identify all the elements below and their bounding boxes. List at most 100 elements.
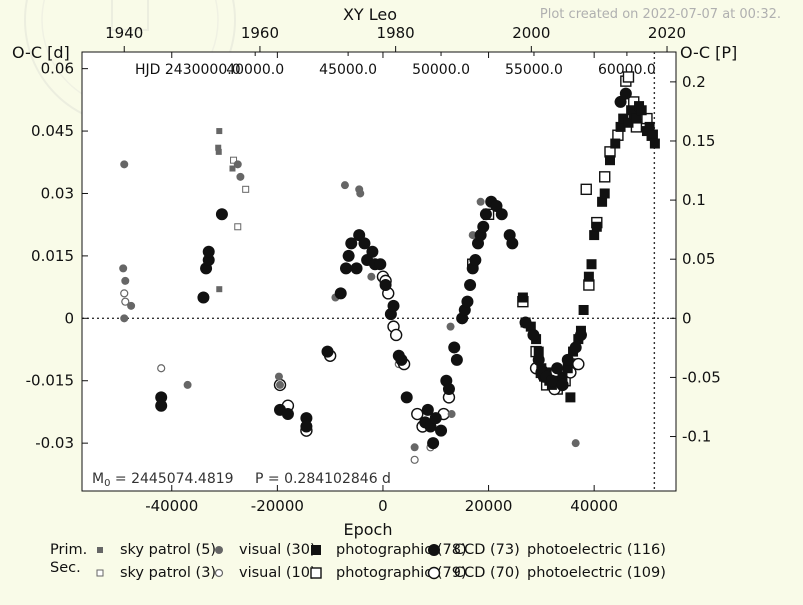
x-tick-label: 0	[378, 497, 388, 515]
y2-tick-label: -0.05	[682, 368, 721, 386]
data-point	[622, 71, 635, 83]
data-point	[556, 378, 569, 391]
data-point	[532, 353, 545, 366]
hjd-tick-label: 40000.0	[226, 62, 284, 78]
legend-item-sec: sky patrol (3)	[120, 565, 216, 581]
data-point	[610, 138, 621, 149]
year-tick-label: 1960	[241, 24, 279, 42]
data-point	[450, 353, 463, 366]
data-point	[350, 262, 363, 275]
footnote: M0 = 2445074.4819 P = 0.284102846 d	[92, 471, 391, 489]
data-point	[183, 380, 192, 389]
legend-item-prim: visual (30)	[239, 542, 316, 558]
data-point	[410, 455, 419, 464]
data-point	[340, 262, 352, 275]
data-point	[202, 254, 215, 267]
hjd-tick-label: 45000.0	[319, 62, 377, 78]
data-point	[410, 443, 419, 452]
data-point	[366, 245, 379, 258]
data-point	[525, 321, 536, 332]
data-point	[233, 160, 242, 169]
data-point	[519, 316, 532, 329]
data-point	[234, 223, 242, 231]
data-point	[242, 185, 250, 193]
series-sky-patrol-primary	[215, 128, 236, 293]
data-point	[586, 259, 597, 270]
data-point	[476, 197, 485, 206]
data-point	[411, 407, 424, 421]
legend-item-prim: CCD (73)	[454, 542, 520, 558]
x-tick-label: -20000	[251, 497, 304, 515]
data-point	[119, 264, 128, 273]
data-point	[121, 276, 130, 285]
y-axis-left-label: O-C [d]	[12, 43, 70, 62]
data-point	[435, 424, 448, 437]
data-point	[644, 121, 655, 132]
data-point	[120, 160, 129, 169]
data-point	[345, 237, 358, 250]
data-point	[464, 279, 477, 292]
data-point	[591, 221, 602, 232]
data-point	[120, 289, 129, 298]
hjd-tick-label: 55000.0	[505, 62, 563, 78]
data-point	[506, 237, 519, 250]
data-point	[342, 249, 355, 262]
period-value: P = 0.284102846 d	[255, 471, 391, 487]
legend-marker	[96, 569, 104, 577]
data-point	[571, 439, 580, 448]
data-point	[565, 392, 576, 403]
data-point	[215, 144, 222, 151]
legend-prim-label: Prim.	[50, 542, 87, 558]
y-tick-label: -0.015	[26, 372, 74, 390]
data-point	[281, 408, 294, 421]
data-point	[429, 412, 442, 425]
data-point	[358, 237, 371, 250]
legend-marker	[215, 546, 223, 554]
data-point	[236, 172, 245, 181]
data-point	[479, 208, 492, 221]
series-photoelectric-primary	[519, 87, 632, 391]
x-axis-label: Epoch	[344, 520, 393, 539]
plot-credit: Plot created on 2022-07-07 at 00:32.	[540, 7, 781, 22]
data-point	[367, 272, 376, 281]
data-point	[216, 128, 223, 135]
data-point	[121, 297, 130, 306]
legend-item-prim: photoelectric (116)	[527, 542, 666, 558]
data-point	[574, 328, 587, 341]
year-tick-label: 1980	[377, 24, 415, 42]
y-tick-label: 0.015	[31, 247, 74, 265]
x-tick-label: -40000	[145, 497, 198, 515]
data-point	[448, 341, 461, 354]
y2-tick-label: 0.2	[682, 73, 706, 91]
legend-marker	[311, 545, 321, 555]
data-point	[545, 374, 558, 387]
data-point	[334, 287, 347, 300]
data-point	[461, 295, 474, 308]
data-point	[120, 314, 129, 323]
series-sky-patrol-secondary	[230, 156, 250, 231]
data-point	[127, 301, 136, 310]
legend-item-sec: photographic (79)	[336, 565, 467, 581]
year-tick-label: 1940	[105, 24, 143, 42]
data-point	[631, 113, 642, 124]
data-point	[421, 403, 434, 416]
data-point	[599, 171, 611, 183]
x-tick-label: 20000	[465, 497, 513, 515]
data-point	[561, 353, 574, 366]
data-point	[551, 362, 564, 375]
data-point	[599, 188, 610, 199]
data-point	[533, 346, 544, 357]
legend-item-sec: visual (10)	[239, 565, 316, 581]
legend-marker	[97, 547, 103, 553]
data-point	[469, 254, 482, 267]
data-point	[569, 341, 582, 354]
data-point	[468, 231, 477, 240]
data-point	[300, 412, 313, 425]
data-point	[202, 245, 215, 258]
data-point	[589, 230, 600, 241]
year-tick-label: 2000	[512, 24, 550, 42]
legend: Prim. Sec. sky patrol (5) visual (30) phot…	[50, 542, 666, 581]
data-point	[395, 353, 408, 366]
data-point	[605, 155, 615, 166]
data-point	[155, 391, 168, 404]
